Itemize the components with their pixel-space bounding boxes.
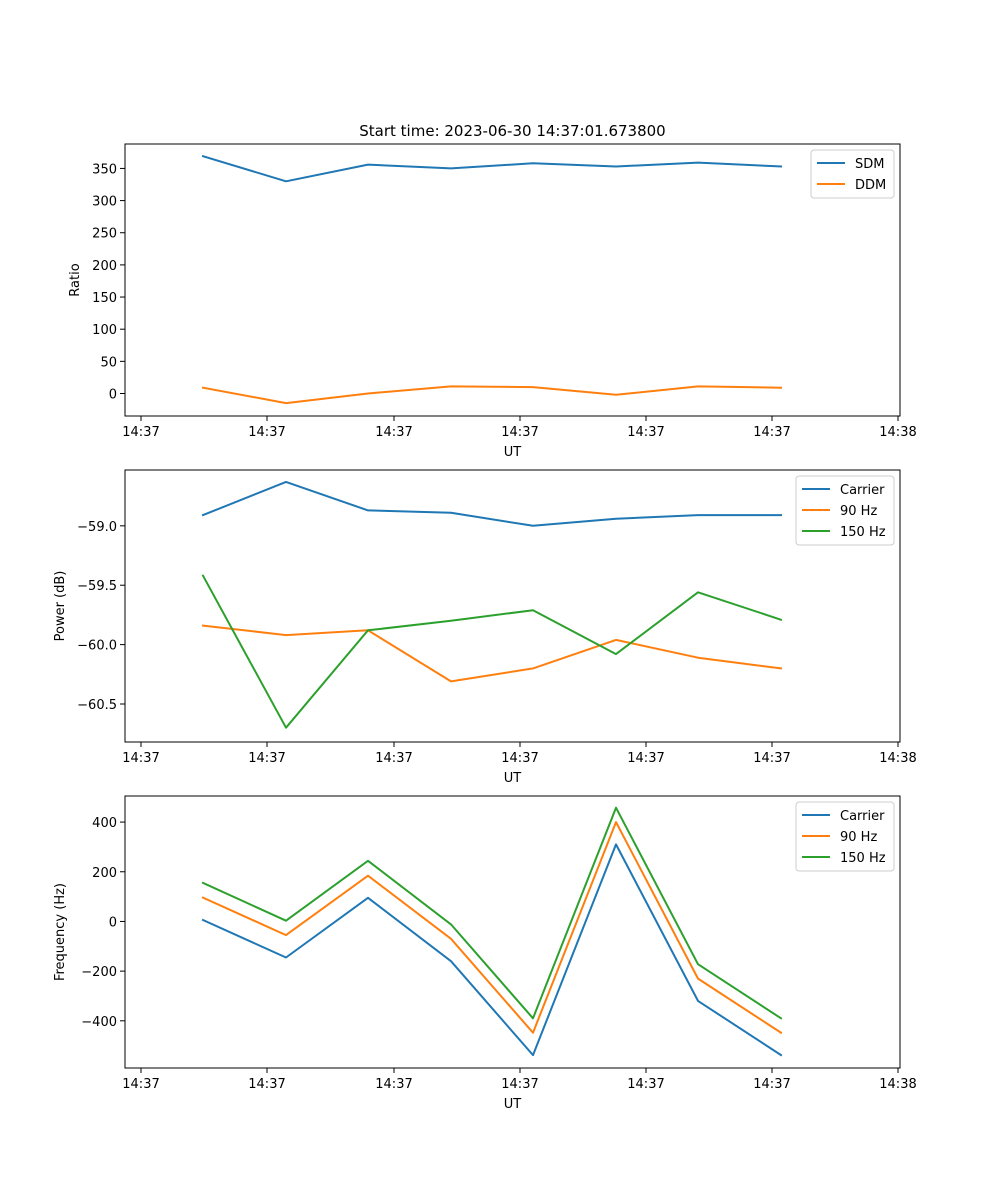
series-line-carrier (201, 843, 783, 1057)
series-line-carrier (201, 480, 782, 527)
legend-entry: DDM (855, 178, 886, 193)
legend-entry: SDM (855, 157, 884, 172)
x-tick-label: 14:37 (375, 751, 412, 766)
plot-frame (124, 143, 901, 417)
x-tick-label: 14:37 (248, 751, 285, 766)
x-axis-label: UT (504, 1097, 522, 1112)
x-tick-label: 14:37 (753, 425, 790, 440)
x-tick-label: 14:37 (122, 751, 159, 766)
x-tick-label: 14:38 (879, 1077, 916, 1092)
y-tick-label: −59.0 (77, 520, 117, 535)
series-line-sdm (201, 154, 783, 183)
series-line-150-hz (201, 574, 783, 729)
x-tick-label: 14:38 (879, 751, 916, 766)
x-tick-label: 14:37 (122, 425, 159, 440)
x-tick-label: 14:37 (627, 1077, 664, 1092)
plot-frame (124, 795, 901, 1069)
y-tick-label: 400 (92, 816, 117, 831)
x-tick-label: 14:37 (248, 425, 285, 440)
series-line-150-hz (201, 806, 783, 1020)
y-axis-label: Ratio (68, 263, 83, 296)
x-tick-label: 14:37 (753, 751, 790, 766)
x-tick-label: 14:37 (248, 1077, 285, 1092)
y-tick-label: −59.5 (77, 579, 117, 594)
x-tick-label: 14:37 (375, 425, 412, 440)
x-tick-label: 14:37 (122, 1077, 159, 1092)
legend-entry: 150 Hz (840, 525, 886, 540)
y-tick-label: 50 (100, 355, 117, 370)
figure-title: Start time: 2023-06-30 14:37:01.673800 (359, 122, 665, 140)
x-tick-label: 14:37 (375, 1077, 412, 1092)
plot-frame (124, 469, 901, 743)
y-tick-label: 0 (109, 915, 117, 930)
y-tick-label: 200 (92, 866, 117, 881)
series-line-90-hz (201, 624, 783, 683)
legend-frame (795, 475, 895, 546)
x-tick-label: 14:37 (753, 1077, 790, 1092)
y-tick-label: 350 (92, 162, 117, 177)
y-tick-label: 300 (92, 195, 117, 210)
x-tick-label: 14:37 (501, 751, 538, 766)
legend: SDM DDM (810, 149, 895, 199)
legend-entry: Carrier (840, 483, 885, 498)
y-axis-label: Frequency (Hz) (53, 883, 68, 981)
x-tick-label: 14:38 (879, 425, 916, 440)
y-tick-label: 200 (92, 259, 117, 274)
legend-entry: 90 Hz (840, 830, 877, 845)
x-tick-label: 14:37 (501, 425, 538, 440)
panel-2: 14:37 14:37 14:37 14:37 14:37 14:37 14:38 −60.5… (53, 469, 917, 786)
y-tick-label: −200 (81, 965, 117, 980)
panel-3: 14:37 14:37 14:37 14:37 14:37 14:37 14:38 −400 −… (53, 795, 917, 1112)
y-tick-label: −60.0 (77, 639, 117, 654)
y-tick-label: 100 (92, 323, 117, 338)
y-axis-label: Power (dB) (53, 571, 68, 642)
panel-1: 14:37 14:37 14:37 14:37 14:37 14:37 14:38 0 50 10… (68, 143, 917, 460)
x-tick-label: 14:37 (501, 1077, 538, 1092)
x-tick-label: 14:37 (627, 751, 664, 766)
x-tick-label: 14:37 (627, 425, 664, 440)
legend: Carrier 90 Hz 150 Hz (795, 801, 895, 872)
y-tick-label: 0 (109, 387, 117, 402)
legend-entry: Carrier (840, 809, 885, 824)
series-line-ddm (201, 385, 783, 405)
series-line-90-hz (201, 821, 783, 1035)
legend-entry: 90 Hz (840, 504, 877, 519)
y-tick-label: −400 (81, 1015, 117, 1030)
legend: Carrier 90 Hz 150 Hz (795, 475, 895, 546)
y-tick-label: 150 (92, 291, 117, 306)
y-tick-label: −60.5 (77, 698, 117, 713)
legend-entry: 150 Hz (840, 851, 886, 866)
x-axis-label: UT (504, 445, 522, 460)
x-axis-label: UT (504, 771, 522, 786)
legend-frame (795, 801, 895, 872)
y-tick-label: 250 (92, 227, 117, 242)
